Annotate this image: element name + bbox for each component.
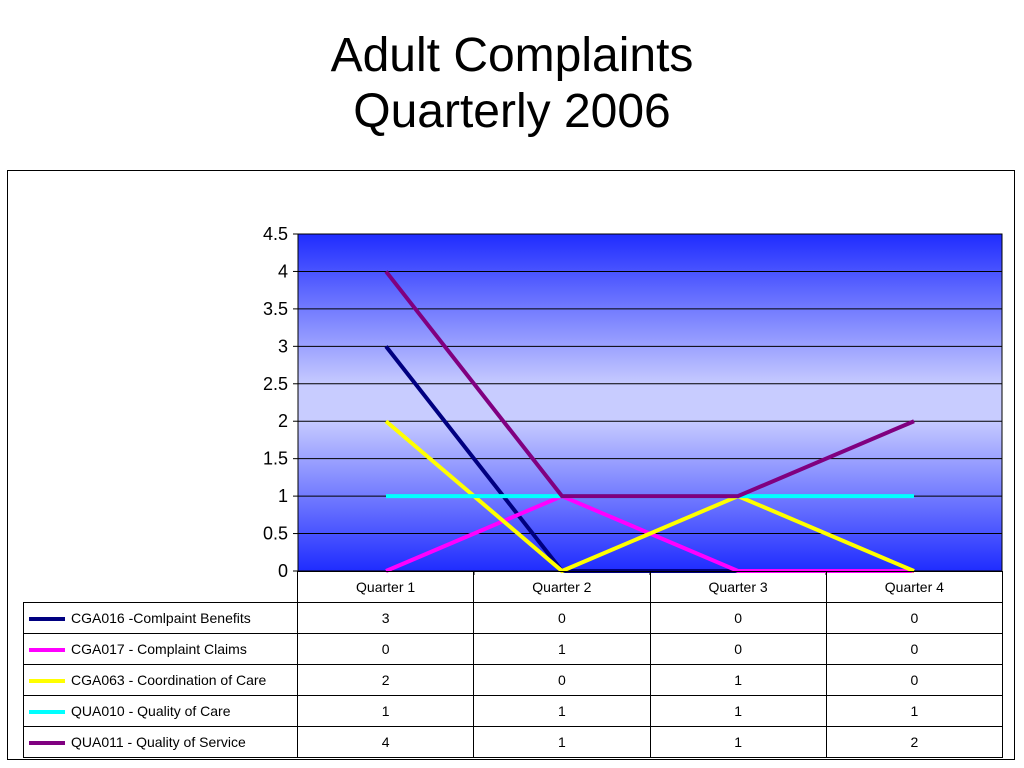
- table-row: CGA063 - Coordination of Care 2 0 1 0: [23, 664, 1004, 696]
- data-cell: 0: [825, 664, 1004, 696]
- y-tick-label: 2: [278, 411, 288, 431]
- legend-key: [29, 617, 65, 622]
- data-cell: 0: [825, 633, 1004, 665]
- category-header-row: Quarter 1 Quarter 2 Quarter 3 Quarter 4: [24, 571, 1004, 603]
- y-tick-label: 2.5: [263, 374, 288, 394]
- y-tick-label: 4: [278, 261, 288, 281]
- series-name: CGA016 -Comlpaint Benefits: [71, 610, 251, 626]
- category-label: Quarter 4: [825, 571, 1004, 603]
- data-cell: 1: [649, 664, 827, 696]
- data-cell: 1: [473, 695, 651, 727]
- legend-key: [29, 679, 65, 684]
- category-label: Quarter 1: [296, 571, 475, 603]
- data-cell: 1: [473, 726, 651, 758]
- series-name: QUA011 - Quality of Service: [71, 734, 246, 750]
- data-cell: 0: [649, 602, 827, 634]
- category-label: Quarter 3: [649, 571, 827, 603]
- legend-entry: QUA010 - Quality of Care: [23, 695, 298, 727]
- category-label: Quarter 2: [473, 571, 651, 603]
- data-cell: 3: [296, 602, 475, 634]
- plot-area: [297, 233, 1003, 572]
- series-line: [384, 270, 915, 499]
- title-line-1: Adult Complaints: [330, 29, 694, 82]
- chart-title: Adult Complaints Quarterly 2006: [0, 28, 1024, 140]
- y-tick-label: 4.5: [263, 224, 288, 244]
- legend-entry: CGA016 -Comlpaint Benefits: [23, 602, 298, 634]
- legend-key: [29, 741, 65, 746]
- y-tick-label: 1: [278, 486, 288, 506]
- y-tick-label: 0: [278, 561, 288, 581]
- table-corner: [24, 572, 298, 603]
- data-cell: 0: [473, 602, 651, 634]
- title-line-2: Quarterly 2006: [353, 85, 671, 138]
- y-tick-label: 0.5: [263, 524, 288, 544]
- data-cell: 1: [473, 633, 651, 665]
- y-tick-label: 3: [278, 336, 288, 356]
- series-name: QUA010 - Quality of Care: [71, 703, 231, 719]
- legend-key: [29, 648, 65, 653]
- legend-entry: CGA063 - Coordination of Care: [23, 664, 298, 696]
- data-cell: 0: [649, 633, 827, 665]
- table-row: CGA017 - Complaint Claims 0 1 0 0: [23, 633, 1004, 665]
- data-cell: 0: [296, 633, 475, 665]
- data-cell: 1: [649, 695, 827, 727]
- data-cell: 2: [825, 726, 1004, 758]
- legend-key: [29, 710, 65, 715]
- data-table: Quarter 1 Quarter 2 Quarter 3 Quarter 4 …: [23, 571, 1004, 758]
- data-cell: 4: [296, 726, 475, 758]
- legend-entry: QUA011 - Quality of Service: [23, 726, 298, 758]
- table-row: QUA011 - Quality of Service 4 1 1 2: [23, 726, 1004, 758]
- data-cell: 0: [473, 664, 651, 696]
- data-cell: 1: [296, 695, 475, 727]
- data-cell: 2: [296, 664, 475, 696]
- y-tick-label: 1.5: [263, 449, 288, 469]
- y-tick-label: 3.5: [263, 299, 288, 319]
- table-row: QUA010 - Quality of Care 1 1 1 1: [23, 695, 1004, 727]
- line-chart: 0 0.5 1 1.5 2 2.5 3 3.5 4 4.5: [263, 224, 1003, 581]
- data-cell: 1: [649, 726, 827, 758]
- table-row: CGA016 -Comlpaint Benefits 3 0 0 0: [23, 602, 1004, 634]
- series-name: CGA063 - Coordination of Care: [71, 672, 267, 688]
- data-cell: 0: [825, 602, 1004, 634]
- legend-entry: CGA017 - Complaint Claims: [23, 633, 298, 665]
- data-cell: 1: [825, 695, 1004, 727]
- series-name: CGA017 - Complaint Claims: [71, 641, 247, 657]
